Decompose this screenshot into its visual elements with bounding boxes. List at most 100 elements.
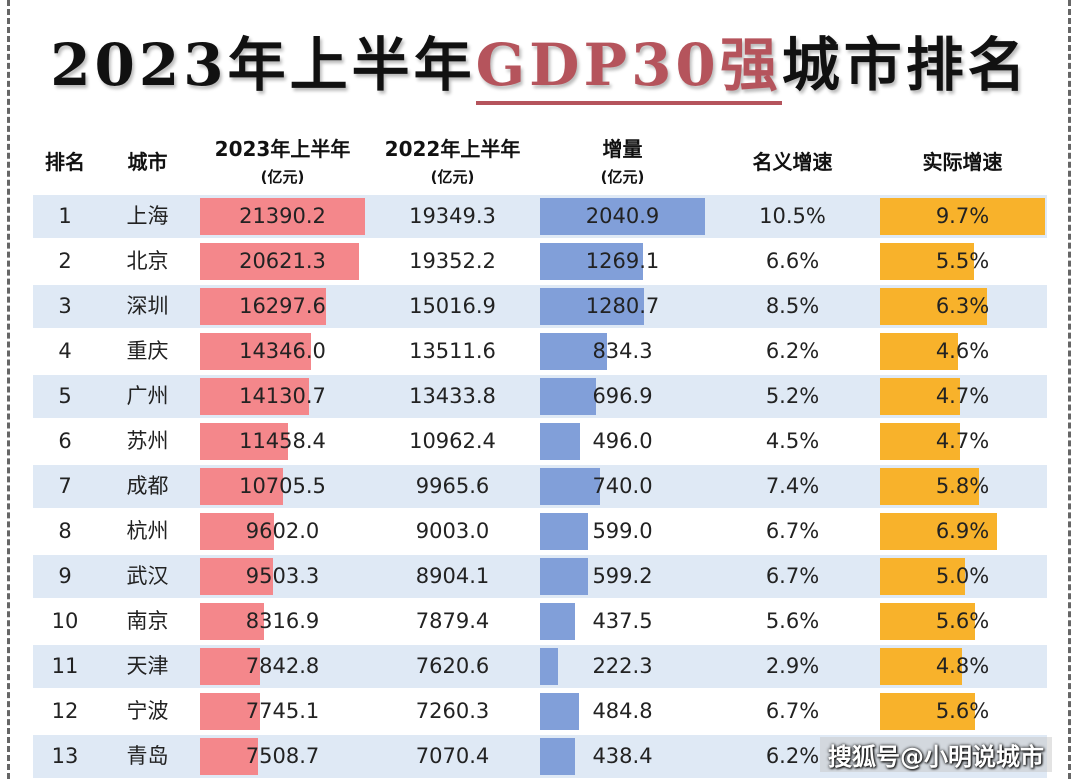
table-cell: 13511.6 (409, 339, 496, 363)
table-row: 1 上海 21390.2 19349.3 2040.9 10.5% 9.7% (33, 195, 1047, 238)
table-cell: 5.6% (935, 609, 990, 633)
data-bar (540, 513, 589, 550)
table-cell: 19352.2 (409, 249, 496, 273)
table-cell: 8904.1 (415, 564, 490, 588)
table-cell: 7620.6 (415, 654, 490, 678)
header-label: 名义增速 (752, 149, 833, 174)
table-cell: 4 (58, 339, 72, 363)
table-cell: 4.5% (765, 429, 820, 453)
data-bar (880, 468, 979, 505)
table-row: 10 南京 8316.9 7879.4 437.5 5.6% 5.6% (33, 600, 1047, 643)
header-label: 增量 (602, 137, 643, 161)
table-row: 9 武汉 9503.3 8904.1 599.2 6.7% 5.0% (33, 555, 1047, 598)
table-cell: 599.0 (592, 519, 653, 543)
table-row: 12 宁波 7745.1 7260.3 484.8 6.7% 5.6% (33, 690, 1047, 733)
data-bar (880, 333, 959, 370)
table-cell: 7070.4 (415, 744, 490, 768)
data-bar (200, 378, 309, 415)
table-cell: 5 (58, 384, 72, 408)
table-cell: 10705.5 (239, 474, 326, 498)
table-cell: 2040.9 (585, 204, 660, 228)
data-bar (880, 378, 960, 415)
title-part: 城市排名 (781, 31, 1030, 99)
table-cell: 13433.8 (409, 384, 496, 408)
table-cell: 7879.4 (415, 609, 490, 633)
table-cell: 广州 (126, 384, 169, 408)
table-cell: 696.9 (592, 384, 653, 408)
column-header: 2022年上半年 (亿元) (370, 130, 535, 190)
data-bar (880, 558, 966, 595)
header-label: 排名 (45, 149, 85, 174)
table-cell: 9503.3 (245, 564, 320, 588)
data-bar (200, 693, 260, 730)
table-cell: 武汉 (126, 564, 169, 588)
data-bar (200, 738, 258, 775)
data-bar (540, 738, 576, 775)
table-cell: 深圳 (126, 294, 169, 318)
title-highlight: GDP30强 (475, 31, 782, 105)
dashed-border-left (7, 0, 10, 779)
table-cell: 7 (58, 474, 72, 498)
data-bar (540, 468, 600, 505)
table-cell: 9965.6 (415, 474, 490, 498)
table-cell: 13 (51, 744, 79, 768)
data-bar (880, 648, 962, 685)
table-row: 8 杭州 9602.0 9003.0 599.0 6.7% 6.9% (33, 510, 1047, 553)
table-cell: 2.9% (765, 654, 820, 678)
table-cell: 7260.3 (415, 699, 490, 723)
table-cell: 6.7% (765, 699, 820, 723)
data-bar (540, 648, 558, 685)
table-cell: 5.8% (935, 474, 990, 498)
table-cell: 5.0% (935, 564, 990, 588)
data-bar (540, 333, 608, 370)
table-cell: 南京 (126, 609, 169, 633)
header-unit: (亿元) (260, 168, 305, 186)
table-cell: 7.4% (765, 474, 820, 498)
table-cell: 437.5 (592, 609, 653, 633)
table-cell: 杭州 (126, 519, 169, 543)
watermark: 搜狐号@小明说城市 (820, 737, 1052, 772)
table-cell: 21390.2 (239, 204, 326, 228)
table-cell: 834.3 (592, 339, 653, 363)
table-cell: 6.7% (765, 519, 820, 543)
title-part: 2023年上半年 (50, 31, 476, 99)
table-row: 7 成都 10705.5 9965.6 740.0 7.4% 5.8% (33, 465, 1047, 508)
column-header: 城市 (100, 130, 195, 190)
header-label: 2023年上半年 (214, 137, 351, 161)
table-row: 11 天津 7842.8 7620.6 222.3 2.9% 4.8% (33, 645, 1047, 688)
table-cell: 8316.9 (245, 609, 320, 633)
table-cell: 484.8 (592, 699, 653, 723)
table-cell: 4.6% (935, 339, 990, 363)
data-bar (540, 423, 581, 460)
table-cell: 宁波 (126, 699, 169, 723)
header-unit: (亿元) (600, 168, 645, 186)
data-bar (540, 198, 705, 235)
header-unit: (亿元) (430, 168, 475, 186)
table-cell: 10962.4 (409, 429, 496, 453)
table-cell: 496.0 (592, 429, 653, 453)
table-cell: 9 (58, 564, 72, 588)
table-cell: 222.3 (592, 654, 653, 678)
table-cell: 7842.8 (245, 654, 320, 678)
table-cell: 成都 (126, 474, 169, 498)
table-cell: 6.3% (935, 294, 990, 318)
table-cell: 青岛 (126, 744, 169, 768)
table-cell: 6.2% (765, 744, 820, 768)
table-cell: 5.5% (935, 249, 990, 273)
table-cell: 16297.6 (239, 294, 326, 318)
data-bar (200, 333, 311, 370)
table-cell: 7745.1 (245, 699, 320, 723)
data-bar (200, 423, 289, 460)
table-cell: 1 (58, 204, 72, 228)
page-title: 2023年上半年GDP30强城市排名 (0, 18, 1080, 105)
table-cell: 北京 (126, 249, 169, 273)
table-cell: 天津 (126, 654, 169, 678)
table-row: 3 深圳 16297.6 15016.9 1280.7 8.5% 6.3% (33, 285, 1047, 328)
data-bar (200, 648, 261, 685)
data-bar (200, 603, 265, 640)
table-cell: 740.0 (592, 474, 653, 498)
column-header: 增量 (亿元) (540, 130, 705, 190)
column-header: 实际增速 (880, 130, 1045, 190)
table-row: 5 广州 14130.7 13433.8 696.9 5.2% 4.7% (33, 375, 1047, 418)
table-cell: 15016.9 (409, 294, 496, 318)
